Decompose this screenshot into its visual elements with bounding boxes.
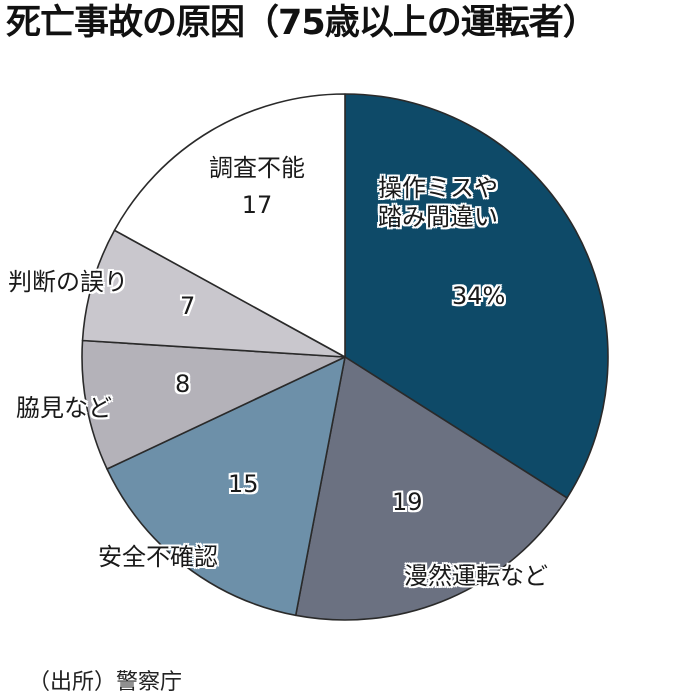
slice-label-unknown: 調査不能 17 [198, 154, 316, 220]
slice-value-operation-error: 34% [452, 282, 506, 310]
slice-value-unknown: 17 [241, 190, 273, 219]
source-note: （出所）警察庁 [28, 670, 183, 695]
slice-value-safety-check: 15 [228, 470, 259, 498]
slice-label-operation-error-line2: 踏み間違い [378, 202, 498, 231]
slice-value-inattention: 8 [175, 370, 191, 398]
slice-label-careless-driving: 漫然運転など [404, 562, 548, 590]
slice-value-misjudgment: 7 [180, 292, 196, 320]
slice-label-operation-error: 操作ミスや 踏み間違い [378, 174, 498, 232]
slice-label-operation-error-line1: 操作ミスや [378, 174, 498, 202]
slice-safety-check [106, 356, 346, 617]
slice-careless-driving [294, 356, 568, 621]
slice-label-unknown-name: 調査不能 [209, 154, 305, 182]
slice-unknown [113, 93, 346, 358]
slice-operation-error [344, 93, 609, 499]
chart-title: 死亡事故の原因（75歳以上の運転者） [6, 3, 598, 43]
slice-label-inattention: 脇見など [16, 394, 112, 422]
slice-label-misjudgment: 判断の誤り [8, 268, 128, 296]
slice-inattention [81, 339, 346, 470]
slice-value-careless-driving: 19 [392, 488, 423, 516]
slice-label-safety-check: 安全不確認 [98, 543, 218, 571]
slice-misjudgment [81, 229, 346, 358]
